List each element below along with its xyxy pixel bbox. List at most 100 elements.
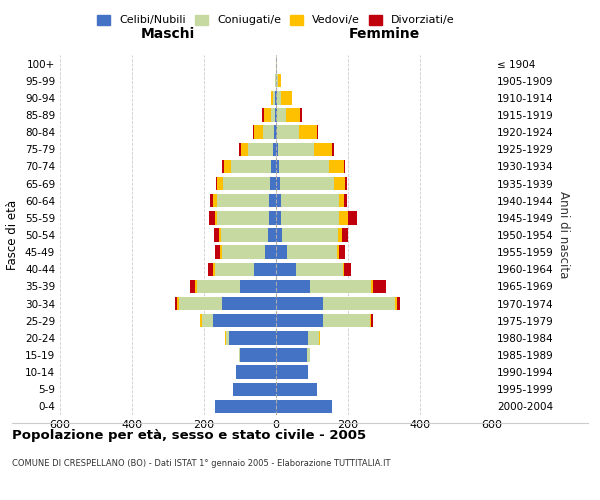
Bar: [337, 246, 339, 259]
Bar: [280, 177, 334, 190]
Bar: [271, 160, 276, 173]
Bar: [177, 297, 179, 310]
Bar: [275, 108, 276, 122]
Bar: [239, 142, 241, 156]
Bar: [269, 211, 276, 224]
Bar: [276, 331, 308, 344]
Bar: [271, 91, 274, 104]
Bar: [276, 246, 287, 259]
Bar: [275, 74, 276, 88]
Bar: [276, 366, 308, 379]
Bar: [277, 91, 281, 104]
Text: Femmine: Femmine: [349, 28, 419, 42]
Bar: [278, 142, 314, 156]
Bar: [338, 228, 342, 241]
Bar: [254, 126, 263, 139]
Bar: [269, 177, 276, 190]
Bar: [276, 280, 310, 293]
Bar: [274, 91, 275, 104]
Bar: [276, 382, 317, 396]
Bar: [371, 280, 373, 293]
Bar: [217, 177, 223, 190]
Bar: [281, 211, 339, 224]
Bar: [276, 211, 281, 224]
Bar: [343, 262, 344, 276]
Bar: [254, 262, 276, 276]
Bar: [240, 348, 276, 362]
Bar: [276, 126, 277, 139]
Bar: [348, 211, 357, 224]
Bar: [286, 108, 300, 122]
Bar: [241, 142, 248, 156]
Bar: [345, 177, 347, 190]
Bar: [265, 246, 276, 259]
Bar: [339, 211, 348, 224]
Bar: [342, 228, 349, 241]
Bar: [317, 126, 319, 139]
Bar: [200, 314, 202, 328]
Bar: [276, 108, 277, 122]
Bar: [276, 91, 277, 104]
Bar: [225, 331, 226, 344]
Bar: [334, 177, 345, 190]
Bar: [373, 280, 386, 293]
Bar: [220, 228, 221, 241]
Bar: [344, 262, 351, 276]
Bar: [276, 142, 278, 156]
Bar: [276, 262, 296, 276]
Bar: [339, 246, 346, 259]
Text: COMUNE DI CRESPELLANO (BO) - Dati ISTAT 1° gennaio 2005 - Elaborazione TUTTITALI: COMUNE DI CRESPELLANO (BO) - Dati ISTAT …: [12, 458, 391, 468]
Bar: [209, 211, 215, 224]
Bar: [344, 160, 346, 173]
Bar: [276, 57, 277, 70]
Bar: [215, 211, 217, 224]
Bar: [271, 108, 275, 122]
Bar: [323, 297, 395, 310]
Bar: [395, 297, 397, 310]
Bar: [370, 314, 371, 328]
Bar: [279, 160, 329, 173]
Bar: [273, 142, 276, 156]
Bar: [276, 74, 278, 88]
Bar: [329, 160, 344, 173]
Bar: [296, 262, 343, 276]
Bar: [276, 297, 323, 310]
Bar: [224, 160, 231, 173]
Bar: [319, 331, 320, 344]
Bar: [276, 400, 332, 413]
Bar: [281, 194, 339, 207]
Bar: [195, 280, 197, 293]
Bar: [248, 142, 273, 156]
Bar: [269, 194, 276, 207]
Bar: [217, 194, 269, 207]
Bar: [332, 142, 334, 156]
Bar: [307, 348, 310, 362]
Bar: [214, 228, 220, 241]
Bar: [314, 142, 332, 156]
Bar: [276, 348, 307, 362]
Bar: [239, 348, 240, 362]
Bar: [217, 211, 269, 224]
Bar: [371, 314, 373, 328]
Bar: [226, 331, 229, 344]
Bar: [287, 246, 337, 259]
Bar: [275, 91, 276, 104]
Bar: [179, 297, 222, 310]
Bar: [233, 382, 276, 396]
Bar: [213, 262, 215, 276]
Bar: [264, 108, 271, 122]
Bar: [277, 108, 286, 122]
Bar: [308, 331, 319, 344]
Bar: [220, 246, 222, 259]
Bar: [208, 262, 213, 276]
Bar: [202, 314, 213, 328]
Bar: [276, 160, 279, 173]
Legend: Celibi/Nubili, Coniugati/e, Vedovi/e, Divorziati/e: Celibi/Nubili, Coniugati/e, Vedovi/e, Di…: [93, 10, 459, 30]
Bar: [281, 91, 292, 104]
Bar: [300, 108, 302, 122]
Bar: [240, 280, 276, 293]
Bar: [223, 177, 269, 190]
Bar: [213, 314, 276, 328]
Text: Maschi: Maschi: [141, 28, 195, 42]
Bar: [339, 194, 344, 207]
